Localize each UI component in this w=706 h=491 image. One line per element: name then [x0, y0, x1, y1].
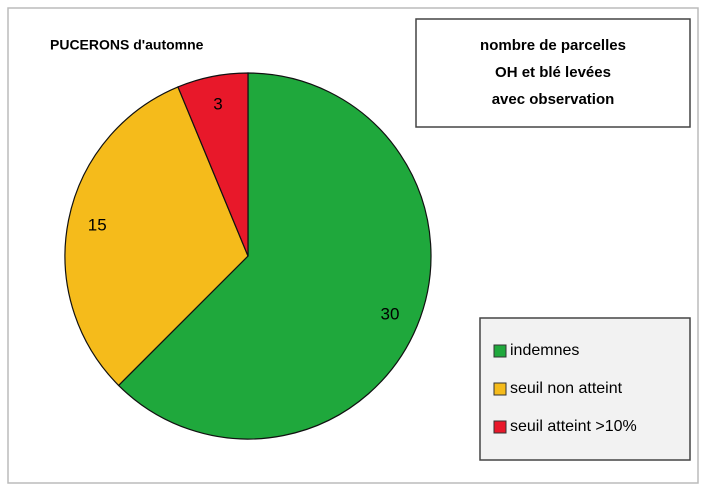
chart-title: PUCERONS d'automne [50, 37, 204, 53]
legend-swatch [493, 382, 507, 396]
annotation-line: OH et blé levées [495, 64, 611, 81]
pie-slice [117, 72, 432, 440]
legend-label: indemnes [510, 342, 579, 359]
data-label: 30 [381, 304, 400, 323]
annotation-box [415, 18, 691, 128]
annotation-line: nombre de parcelles [480, 37, 626, 54]
legend-label: seuil atteint >10% [510, 418, 637, 435]
pie-slice [64, 86, 249, 387]
legend-box [479, 317, 691, 461]
legend-swatch [493, 420, 507, 434]
legend-label: seuil non atteint [510, 380, 623, 397]
pie-slice [177, 72, 249, 257]
data-label: 15 [88, 215, 107, 234]
legend-swatch [493, 344, 507, 358]
annotation-line: avec observation [492, 91, 615, 108]
data-label: 3 [213, 95, 222, 114]
